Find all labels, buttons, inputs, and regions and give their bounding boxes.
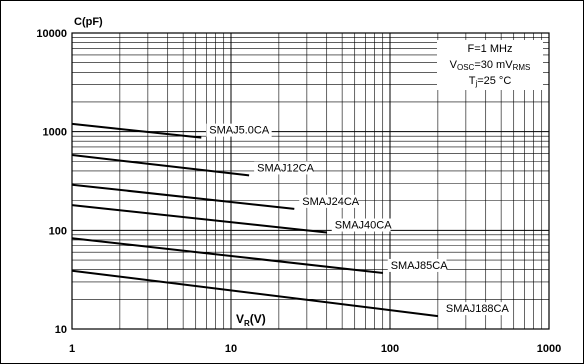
condition-voltage: VOSC=30 mVRMS	[450, 59, 531, 72]
y-tick-label: 10	[55, 324, 67, 336]
x-axis-label: VR(V)	[236, 312, 266, 328]
series-label-bg	[254, 161, 313, 175]
series-label-SMAJ24CA: SMAJ24CA	[302, 196, 360, 208]
condition-temperature: Tj=25 °C	[469, 75, 512, 88]
y-tick-label: 100	[49, 225, 67, 237]
series-line-SMAJ24CA	[71, 183, 295, 210]
x-tick-label: 10	[225, 343, 237, 355]
series-line-SMAJ5.0CA	[71, 122, 202, 139]
x-tick-label: 100	[381, 343, 399, 355]
y-tick-label: 1000	[43, 127, 67, 139]
y-tick-label: 10000	[36, 28, 67, 40]
series-line-SMAJ40CA	[71, 204, 327, 234]
series-label-bg	[299, 194, 359, 208]
series-label-bg	[442, 302, 509, 316]
series-label-bg	[331, 218, 391, 232]
series-line-SMAJ85CA	[71, 237, 383, 274]
series-label-bg	[387, 258, 447, 272]
series-label-SMAJ85CA: SMAJ85CA	[391, 260, 449, 272]
series-labels: SMAJ5.0CA SMAJ12CA SMAJ24CA SMAJ40CA SMAJ85C…	[206, 123, 510, 316]
series-line-SMAJ12CA	[71, 154, 250, 177]
series-label-bg	[206, 123, 272, 137]
plot-area-border	[71, 32, 550, 330]
x-tick-label: 1	[69, 343, 75, 355]
condition-frequency: F=1 MHz	[468, 43, 513, 55]
test-conditions: F=1 MHz VOSC=30 mVRMS Tj=25 °C	[437, 40, 543, 90]
series-label-SMAJ12CA: SMAJ12CA	[257, 162, 315, 174]
conditions-background	[437, 40, 543, 90]
series-label-SMAJ40CA: SMAJ40CA	[335, 220, 393, 232]
series-line-SMAJ188CA	[71, 269, 439, 318]
series-curves	[71, 122, 439, 318]
x-tick-label: 1000	[537, 343, 561, 355]
y-axis-label: C(pF)	[74, 16, 103, 28]
series-label-SMAJ188CA: SMAJ188CA	[446, 303, 510, 315]
series-label-SMAJ5.0CA: SMAJ5.0CA	[209, 125, 270, 137]
